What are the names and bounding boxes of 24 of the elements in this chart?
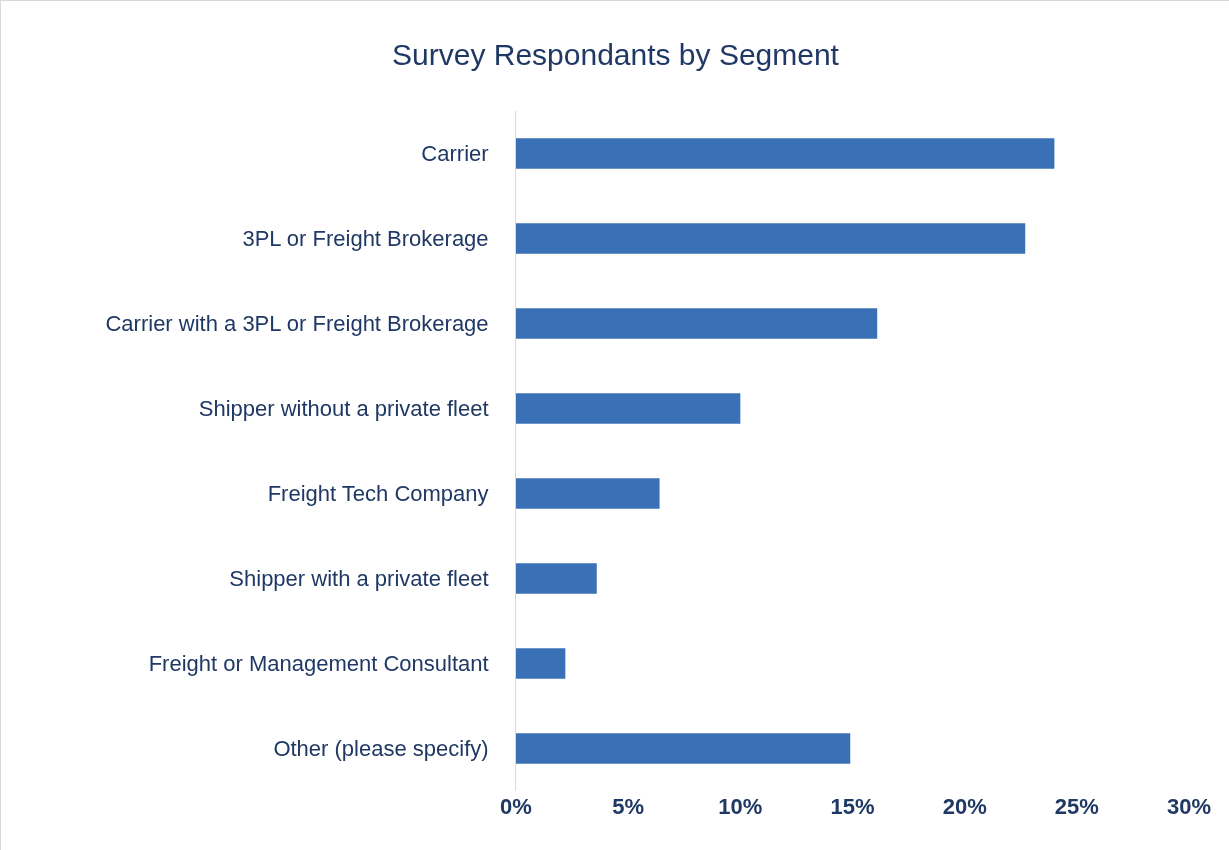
y-tick-label: 3PL or Freight Brokerage [242,226,489,252]
bar [516,563,597,594]
y-tick-label: Freight Tech Company [267,481,489,507]
x-tick-label: 10% [718,794,763,819]
bar [516,223,1026,254]
x-tick-label: 15% [830,794,875,819]
x-tick-label: 30% [1166,794,1212,819]
x-tick-label: 0% [500,794,532,819]
bar [516,478,660,509]
bar [516,308,878,339]
bar [516,393,741,424]
x-tick-label: 20% [942,794,987,819]
y-tick-label: Other (please specify) [273,736,489,762]
x-tick-label: 25% [1054,794,1099,819]
y-tick-label: Carrier [421,141,489,167]
bar [516,733,851,764]
bar [516,138,1055,169]
y-tick-label: Shipper without a private fleet [198,396,489,422]
y-tick-label: Shipper with a private fleet [229,566,489,592]
bar [516,648,566,679]
y-tick-label: Carrier with a 3PL or Freight Brokerage [105,311,489,337]
chart-title: Survey Respondants by Segment [392,37,840,71]
y-tick-label: Freight or Management Consultant [148,651,489,677]
x-tick-label: 5% [612,794,645,819]
